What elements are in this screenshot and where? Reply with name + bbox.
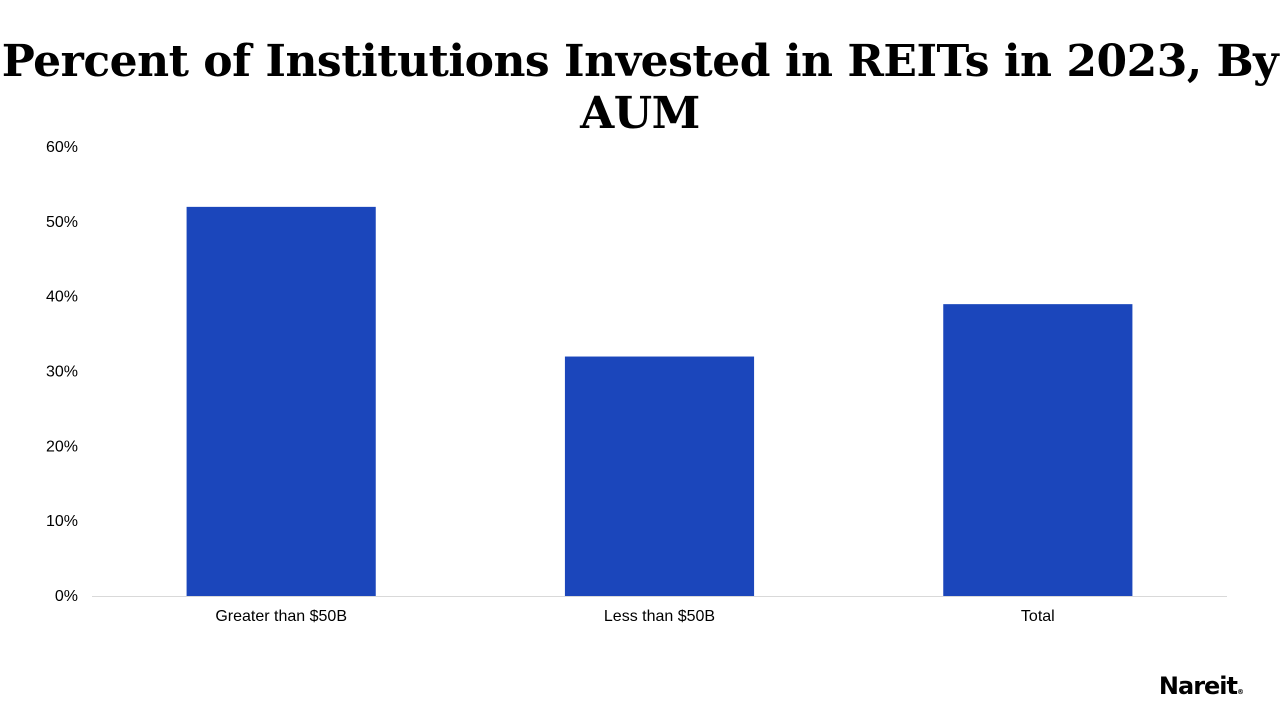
x-category-label: Less than $50B [604, 608, 715, 625]
y-tick-label: 0% [55, 588, 78, 605]
x-category-label: Total [1021, 608, 1055, 625]
y-tick-label: 20% [46, 438, 78, 455]
y-axis-ticks: 0% 10% 20% 30% 40% 50% 60% [46, 139, 78, 605]
bars-group [186, 206, 1133, 596]
logo-registered-mark: ® [1237, 688, 1244, 696]
bar [943, 304, 1133, 596]
chart-title: Percent of Institutions Invested in REIT… [1, 36, 1279, 139]
x-category-label: Greater than $50B [215, 608, 347, 625]
logo-text: Nareit [1158, 672, 1238, 700]
category-labels: Greater than $50B Less than $50B Total [215, 608, 1054, 625]
y-tick-label: 50% [46, 214, 78, 231]
y-tick-label: 10% [46, 513, 78, 530]
bar [564, 356, 755, 596]
y-tick-label: 60% [46, 139, 78, 156]
bar [186, 206, 376, 596]
y-tick-label: 30% [46, 364, 78, 381]
y-tick-label: 40% [46, 289, 78, 306]
nareit-logo: Nareit® [1159, 672, 1244, 700]
